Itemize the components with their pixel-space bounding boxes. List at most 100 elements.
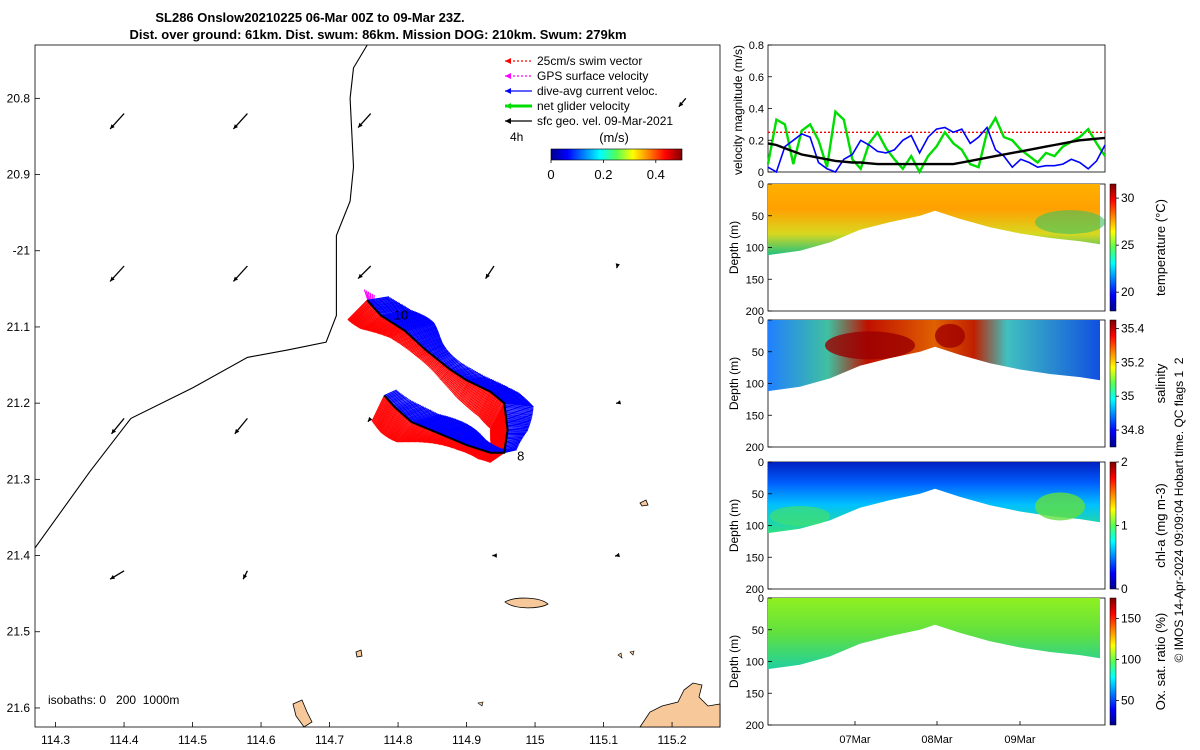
dive-avg-vector (464, 374, 484, 380)
section-y-tick-label: 200 (746, 306, 764, 318)
dive-avg-vector (415, 415, 445, 425)
dive-avg-vector (398, 403, 418, 412)
swim-vector (393, 419, 410, 442)
map-colorbar: (m/s) 0 0.2 0.4 (547, 130, 683, 182)
coastline (34, 44, 368, 549)
dive-avg-vector (489, 447, 502, 453)
dive-avg-vector (378, 307, 408, 314)
dive-avg-vector (419, 416, 450, 427)
swim-vector (468, 386, 481, 410)
swim-vector (377, 324, 397, 335)
dive-avg-vector (433, 422, 466, 432)
swim-vector (435, 364, 446, 375)
swim-vector (424, 432, 439, 444)
track-annotation: 8 (517, 448, 524, 463)
dive-avg-vector (453, 366, 469, 373)
swim-vector (483, 452, 498, 461)
dive-avg-vector (399, 403, 420, 412)
swim-vector (397, 336, 412, 344)
swim-vector (361, 315, 383, 330)
dive-avg-vector (435, 350, 449, 359)
map-y-tick-label: 21.4 (7, 549, 31, 563)
swim-vector (490, 420, 507, 443)
swim-vector (486, 399, 501, 427)
swim-vector (466, 385, 479, 408)
dive-avg-vector (407, 324, 436, 334)
swim-vector (443, 439, 456, 447)
dive-avg-vector (409, 412, 436, 422)
dive-avg-vector (391, 397, 408, 405)
velocity-series-line (767, 136, 1106, 166)
dive-avg-vector (443, 428, 475, 437)
section-y-tick-label: 100 (746, 657, 764, 669)
map-x-tick-label: 115.1 (589, 733, 618, 747)
dive-avg-vector (373, 302, 401, 309)
swim-vector (370, 320, 391, 332)
swim-vector (460, 382, 473, 403)
swim-vector (448, 441, 460, 448)
dive-avg-vector (477, 443, 493, 450)
swim-vector (467, 448, 479, 455)
map-x-tick-label: 114.4 (109, 733, 138, 747)
swim-vector (357, 312, 379, 328)
swim-vector (477, 452, 491, 460)
swim-vector (442, 370, 454, 383)
swim-vector (388, 414, 405, 439)
swim-vector (426, 358, 437, 367)
map-y-tick-label: 21.6 (7, 701, 31, 715)
swim-vector (423, 355, 434, 364)
dive-avg-vector (433, 348, 448, 357)
swim-vector (481, 394, 495, 421)
geo-arrow-head (678, 101, 684, 107)
dive-avg-vector (390, 314, 423, 323)
velocity-y-tick-label: 0.2 (749, 135, 764, 147)
swim-vector (351, 306, 374, 325)
dive-avg-vector (442, 357, 456, 365)
dive-avg-vector (409, 326, 437, 336)
swim-vector (488, 452, 504, 463)
swim-vector (480, 452, 494, 461)
dive-avg-vector (470, 441, 489, 447)
dive-avg-vector (372, 301, 399, 307)
swim-vector (352, 306, 374, 325)
swim-vector (437, 437, 450, 445)
dive-avg-vector (399, 319, 431, 329)
dive-avg-vector (505, 441, 521, 445)
swim-vector (391, 417, 407, 441)
section-ylabel: Depth (m) (727, 221, 741, 274)
dive-avg-vector (385, 391, 400, 399)
swim-vector (434, 364, 445, 374)
swim-vector (376, 401, 391, 429)
dive-avg-vector (457, 369, 474, 375)
swim-vector (373, 397, 388, 425)
island (355, 649, 363, 658)
dive-avg-vector (393, 398, 410, 407)
swim-vector (396, 335, 411, 343)
swim-vector (353, 307, 375, 326)
dive-avg-vector (506, 436, 524, 439)
swim-vector (401, 339, 415, 347)
section-y-tick-label: 50 (752, 211, 764, 223)
swim-vector (425, 357, 436, 366)
dive-avg-vector (368, 297, 391, 302)
swim-vector (355, 310, 378, 327)
velocity-y-ticks: 0 0.2 0.4 0.6 0.8 (749, 40, 772, 179)
dive-avg-vector (462, 372, 480, 378)
dive-avg-vector (468, 440, 488, 447)
swim-vector (373, 322, 394, 333)
map-x-tick-label: 114.5 (178, 733, 207, 747)
velocity-series-line (767, 125, 1106, 174)
dive-avg-vector (396, 317, 429, 326)
swim-vector (384, 327, 402, 337)
swim-vector (490, 425, 508, 447)
swim-vector (384, 410, 400, 437)
geo-arrow-head (110, 575, 115, 580)
dive-avg-vector (437, 424, 470, 434)
map-y-tick-label: -21 (13, 244, 31, 258)
swim-vector (466, 447, 478, 454)
swim-vector (487, 452, 502, 463)
dive-avg-vector (506, 423, 530, 426)
swim-vector (377, 402, 392, 430)
dive-avg-vector (441, 426, 473, 436)
swim-vector (482, 452, 497, 461)
